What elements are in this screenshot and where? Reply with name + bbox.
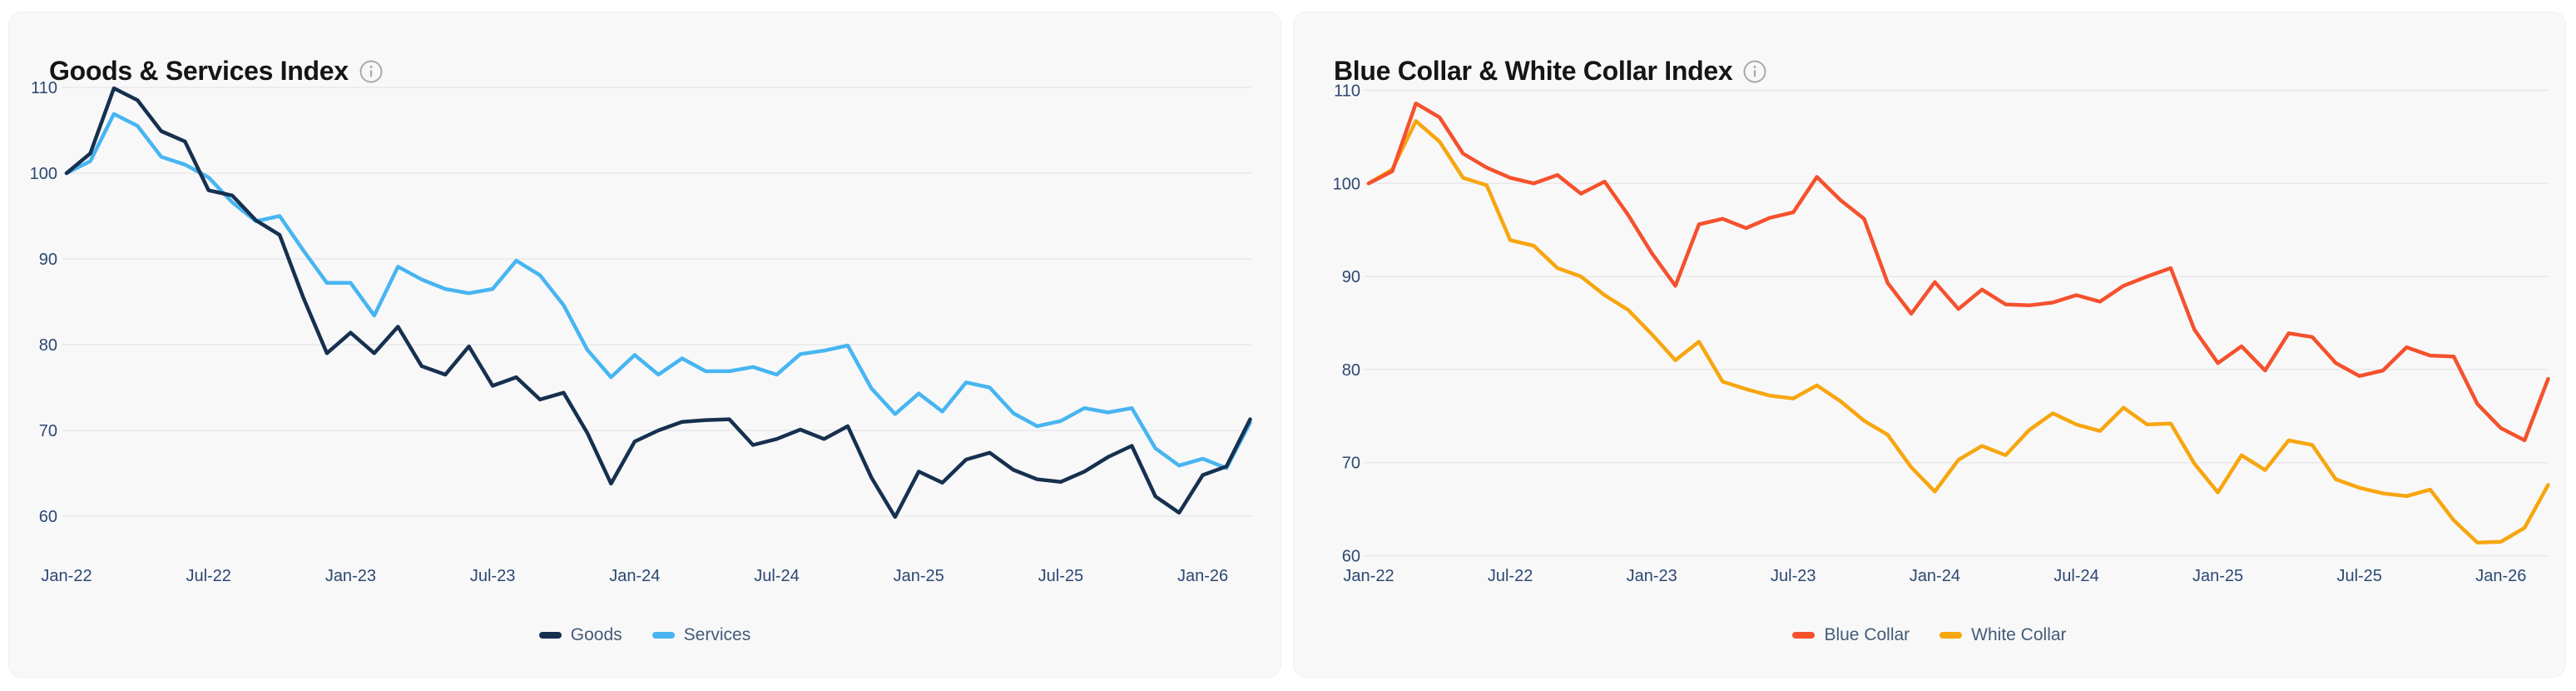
white-collar-legend-marker-icon xyxy=(1939,632,1963,639)
chart-header: Blue Collar & White Collar Index xyxy=(1334,56,1766,87)
legend-label: White Collar xyxy=(1971,625,2067,644)
x-axis-tick-label: Jul-23 xyxy=(1771,567,1816,585)
x-axis-tick-label: Jan-22 xyxy=(41,567,92,585)
x-axis-tick-label: Jan-22 xyxy=(1343,567,1394,585)
legend-label: Goods xyxy=(570,625,622,644)
x-axis-tick-label: Jan-26 xyxy=(1177,567,1228,585)
page-title: Goods & Services Index xyxy=(49,56,349,86)
legend-item-blue-collar[interactable]: Blue Collar xyxy=(1792,625,1910,645)
y-axis-tick-label: 70 xyxy=(1342,455,1360,473)
x-axis-tick-label: Jan-25 xyxy=(894,567,944,585)
x-axis-tick-label: Jul-25 xyxy=(1038,567,1083,585)
info-circle-icon[interactable] xyxy=(359,60,383,83)
y-axis-tick-label: 80 xyxy=(1342,361,1360,380)
x-axis-tick-label: Jan-26 xyxy=(2475,567,2526,585)
y-axis-tick-label: 100 xyxy=(1333,175,1360,193)
x-axis-tick-label: Jul-23 xyxy=(470,567,515,585)
y-axis-tick-label: 110 xyxy=(1334,82,1360,101)
x-axis-tick-label: Jan-23 xyxy=(1627,567,1677,585)
x-axis-tick-label: Jan-25 xyxy=(2192,567,2243,585)
y-axis-tick-label: 90 xyxy=(1342,268,1360,286)
page-title: Blue Collar & White Collar Index xyxy=(1334,56,1733,86)
info-circle-icon[interactable] xyxy=(1743,60,1766,83)
y-axis-tick-label: 70 xyxy=(39,422,57,440)
blue-collar-line[interactable] xyxy=(1366,101,2550,443)
legend-item-goods[interactable]: Goods xyxy=(538,625,622,645)
y-axis-tick-label: 60 xyxy=(1342,548,1360,566)
y-axis-tick-label: 110 xyxy=(31,79,57,97)
services-line[interactable] xyxy=(64,112,1252,470)
blue-white-collar-chart-card: Blue Collar & White Collar Index 110 100 9… xyxy=(1293,12,2566,678)
legend-label: Services xyxy=(683,625,751,644)
legend-label: Blue Collar xyxy=(1824,625,1910,644)
x-axis-tick-label: Jul-22 xyxy=(1488,567,1533,585)
goods-services-plot[interactable]: 110 100 90 80 70 60 Jan-22 Jul-22 Jan-23 Jul-23 Ja… xyxy=(9,12,1281,677)
legend-item-white-collar[interactable]: White Collar xyxy=(1939,625,2067,645)
chart-legend: Blue Collar White Collar xyxy=(1294,625,2565,645)
chart-header: Goods & Services Index xyxy=(49,56,383,87)
chart-legend: Goods Services xyxy=(9,625,1281,645)
x-axis-tick-label: Jan-24 xyxy=(1910,567,1960,585)
y-axis-tick-label: 100 xyxy=(30,165,57,183)
x-axis-tick-label: Jul-24 xyxy=(754,567,799,585)
x-axis-tick-label: Jan-23 xyxy=(325,567,376,585)
goods-line[interactable] xyxy=(64,86,1252,519)
x-axis-tick-label: Jul-25 xyxy=(2336,567,2381,585)
y-axis-tick-label: 80 xyxy=(39,336,57,355)
white-collar-line[interactable] xyxy=(1366,119,2550,545)
goods-services-chart-card: Goods & Services Index 110 100 90 80 70 60 Jan… xyxy=(8,12,1281,678)
x-axis-tick-label: Jul-24 xyxy=(2053,567,2098,585)
legend-item-services[interactable]: Services xyxy=(651,625,751,645)
x-axis-tick-label: Jul-22 xyxy=(186,567,230,585)
blue-collar-legend-marker-icon xyxy=(1792,632,1816,639)
x-axis-tick-label: Jan-24 xyxy=(609,567,660,585)
y-axis-tick-label: 90 xyxy=(39,251,57,269)
services-legend-marker-icon xyxy=(651,632,675,639)
y-axis-tick-label: 60 xyxy=(39,508,57,526)
goods-legend-marker-icon xyxy=(538,632,562,639)
